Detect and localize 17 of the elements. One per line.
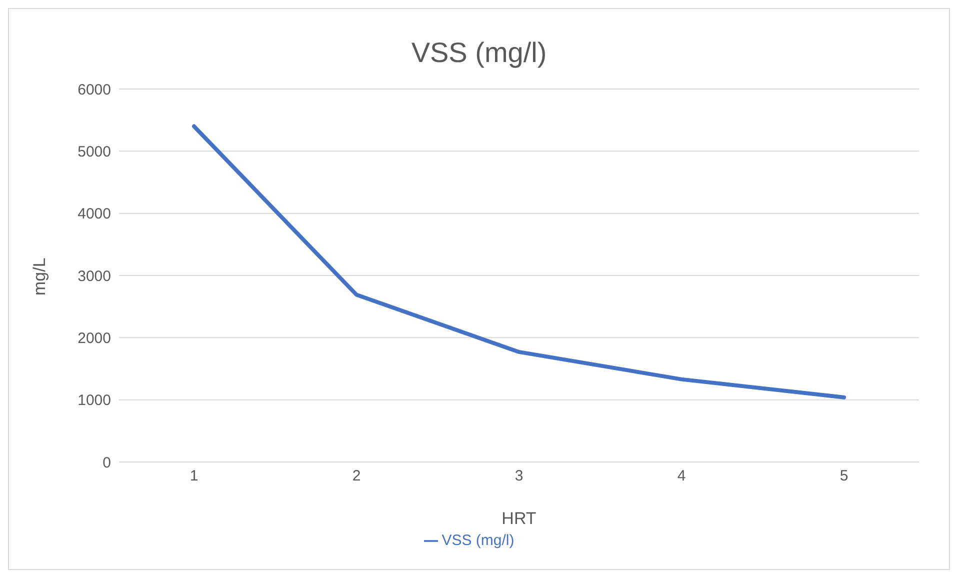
y-tick-label: 1000 — [78, 392, 111, 410]
x-tick-label: 1 — [190, 468, 198, 485]
y-tick-label: 0 — [102, 454, 111, 472]
y-tick-label: 2000 — [78, 330, 111, 347]
x-tick-label: 2 — [352, 468, 361, 485]
y-tick-label: 4000 — [78, 206, 111, 223]
x-tick-label: 4 — [677, 468, 686, 485]
y-tick-label: 6000 — [78, 81, 111, 98]
y-tick-label: 3000 — [78, 268, 111, 285]
x-axis-title: HRT — [502, 509, 536, 528]
x-tick-label: 5 — [840, 468, 848, 485]
x-tick-label: 3 — [514, 468, 524, 485]
chart-title: VSS (mg/l) — [410, 37, 548, 69]
y-axis-title: mg/L — [30, 258, 50, 296]
y-tick-label: 5000 — [78, 143, 111, 160]
legend-label: VSS (mg/l) — [442, 532, 514, 549]
line-series — [192, 124, 846, 400]
